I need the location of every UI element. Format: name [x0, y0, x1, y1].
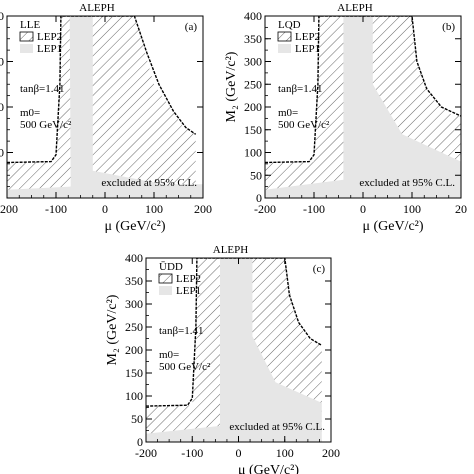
annotation-m0: m0= [20, 107, 40, 119]
x-tick-label: -200 [0, 202, 18, 216]
x-tick-label: 200 [322, 446, 340, 460]
x-axis-label: μ (GeV/c²) [238, 463, 299, 474]
x-tick-label: 0 [360, 202, 366, 216]
legend-entry-lep1: LEP1 [176, 285, 201, 297]
y-tick-label: 200 [244, 100, 262, 114]
x-tick-label: -100 [181, 446, 203, 460]
x-tick-label: 100 [276, 446, 294, 460]
panel-c: -200 -100 0 100 200 0 50 100 150 200 250 300 350 400 A… [105, 244, 340, 474]
y-tick-label: 250 [244, 77, 262, 91]
legend-swatch-lep1 [278, 44, 291, 53]
y-tick-label: 50 [131, 412, 143, 426]
y-tick-label: 300 [125, 297, 143, 311]
legend-entry-lep2: LEP2 [37, 31, 62, 43]
y-tick-label: 100 [244, 146, 262, 160]
y-tick-label: 0 [137, 435, 143, 449]
y-tick-label: 350 [125, 274, 143, 288]
lep2-boundary-line [265, 16, 461, 164]
panel-label: (b) [442, 21, 455, 33]
lep2-excluded-region [7, 16, 196, 198]
annotation-tanbeta: tanβ=1.41 [278, 83, 323, 95]
x-tick-label: -200 [254, 202, 276, 216]
annotation-excluded: excluded at 95% C.L. [359, 177, 455, 189]
annotation-excluded: excluded at 95% C.L. [229, 421, 325, 433]
legend-coupling-label: LLE [20, 19, 40, 31]
experiment-title: ALEPH [337, 2, 373, 14]
panel-label: (a) [185, 21, 198, 33]
panel-a: -200-1000100200100200300400ALEPH(a)LLELE… [0, 2, 212, 234]
annotation-m0: m0= [278, 107, 298, 119]
x-tick-label: 100 [403, 202, 421, 216]
lep1-excluded-region [146, 258, 322, 442]
x-tick-label: 0 [102, 202, 108, 216]
legend-coupling-label: ŪDD [159, 261, 183, 273]
x-axis-label: μ (GeV/c²) [362, 219, 423, 234]
y-axis-label: M₂ (GeV/c²) [105, 294, 120, 365]
x-axis-label: μ (GeV/c²) [104, 219, 165, 234]
lep2-boundary-line [146, 258, 323, 407]
y-tick-label: 150 [244, 123, 262, 137]
y-tick-label: 200 [0, 100, 4, 114]
annotation-m0-value: 500 GeV/c² [159, 361, 211, 373]
legend-swatch-lep2 [277, 31, 292, 42]
y-tick-label: 400 [244, 9, 262, 23]
x-tick-label: 20 [455, 202, 467, 216]
y-tick-label: 300 [0, 55, 4, 69]
y-tick-label: 400 [0, 9, 4, 23]
legend-swatch-lep1 [159, 286, 172, 295]
x-tick-label: 200 [194, 202, 212, 216]
x-tick-label: 0 [236, 446, 242, 460]
x-tick-label: -100 [45, 202, 67, 216]
experiment-title: ALEPH [79, 2, 115, 14]
lep2-boundary-line [7, 16, 197, 164]
y-tick-label: 400 [125, 251, 143, 265]
annotation-m0: m0= [159, 349, 179, 361]
legend-entry-lep2: LEP2 [176, 273, 201, 285]
y-tick-label: 100 [0, 146, 4, 160]
experiment-title: ALEPH [213, 244, 249, 256]
legend-entry-lep2: LEP2 [295, 31, 320, 43]
legend-entry-lep1: LEP1 [295, 43, 320, 55]
y-tick-label: 0 [256, 191, 262, 205]
legend-swatch-lep1 [20, 44, 33, 53]
legend-entry-lep1: LEP1 [37, 43, 62, 55]
legend-swatch-lep2 [158, 273, 173, 284]
y-tick-label: 150 [125, 366, 143, 380]
x-tick-label: -200 [135, 446, 157, 460]
y-axis-label: M₂ (GeV/c²) [224, 51, 239, 122]
y-tick-label: 300 [244, 55, 262, 69]
panel-label: (c) [313, 263, 326, 275]
annotation-excluded: excluded at 95% C.L. [101, 177, 197, 189]
legend-swatch-lep2 [19, 31, 34, 42]
y-tick-label: 250 [125, 320, 143, 334]
y-tick-label: 50 [250, 168, 262, 182]
panel-b: -200 -100 0 100 20050100150200250300350400AL… [224, 2, 467, 234]
y-tick-label: 200 [125, 343, 143, 357]
legend-coupling-label: LQD [278, 19, 301, 31]
annotation-tanbeta: tanβ=1.41 [159, 325, 204, 337]
y-tick-label: 350 [244, 32, 262, 46]
annotation-tanbeta: tanβ=1.41 [20, 83, 65, 95]
lep1-excluded-region [265, 16, 461, 198]
annotation-m0-value: 500 GeV/c² [20, 119, 72, 131]
x-tick-label: 100 [145, 202, 163, 216]
annotation-m0-value: 500 GeV/c² [278, 119, 330, 131]
x-tick-label: -100 [303, 202, 325, 216]
y-tick-label: 100 [125, 389, 143, 403]
